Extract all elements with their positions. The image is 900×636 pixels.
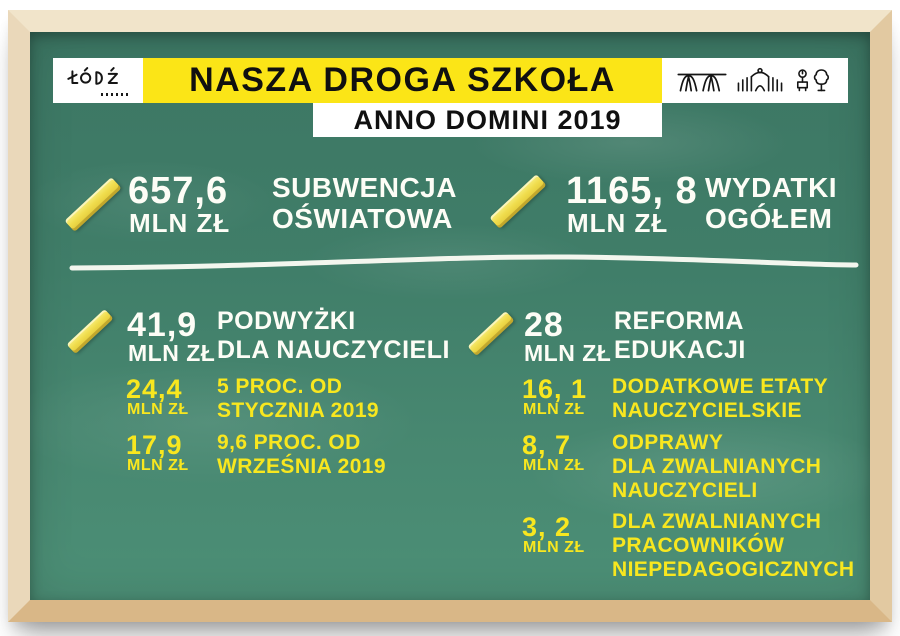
item-value: 8, 7 — [522, 430, 572, 460]
subtitle-band: ANNO DOMINI 2019 — [313, 103, 662, 137]
item-label-line: NIEPEDAGOGICZNYCH — [612, 558, 855, 581]
stat-label-line: SUBWENCJA — [272, 172, 457, 203]
item-value: 16, 1 — [522, 374, 588, 404]
lodz-logo-box — [53, 58, 143, 103]
item-unit: MLN ZŁ — [523, 457, 585, 474]
chalk-divider-line — [69, 254, 859, 271]
item-label-line: NAUCZYCIELI — [612, 479, 758, 502]
title-band: NASZA DROGA SZKOŁA — [143, 58, 662, 103]
item-label: 5 PROC. OD STYCZNIA 2019 — [217, 375, 379, 423]
item-label-line: PRACOWNIKÓW — [612, 534, 785, 557]
park-icon — [796, 68, 830, 91]
item-value: 24,4 — [126, 374, 183, 404]
item-value: 17,9 — [126, 430, 183, 460]
item-label-line: DLA ZWALNIANYCH — [612, 455, 822, 478]
section-value: 28 — [524, 306, 564, 344]
section-label-line: DLA NAUCZYCIELI — [217, 336, 450, 364]
section-unit: MLN ZŁ — [128, 340, 216, 366]
item-label-line: DODATKOWE ETATY — [612, 375, 828, 398]
section-label-line: PODWYŻKI — [217, 307, 356, 335]
item-label-line: 5 PROC. OD — [217, 375, 343, 398]
stat-label-line: WYDATKI — [705, 172, 838, 203]
item-unit: MLN ZŁ — [523, 401, 585, 418]
item-label-line: WRZEŚNIA 2019 — [217, 455, 386, 478]
section-label: REFORMA EDUKACJI — [614, 307, 746, 365]
section-unit: MLN ZŁ — [524, 340, 612, 366]
section-value: 41,9 — [127, 306, 198, 344]
item-label-line: 9,6 PROC. OD — [217, 431, 361, 454]
stat-unit: MLN ZŁ — [129, 208, 231, 238]
item-label-line: DLA ZWALNIANYCH — [612, 510, 822, 533]
lodz-logo — [67, 67, 118, 85]
item-unit: MLN ZŁ — [127, 457, 189, 474]
stat-label-line: OŚWIATOWA — [272, 203, 453, 234]
stat-label-line: OGÓŁEM — [705, 203, 833, 234]
item-label-line: NAUCZYCIELSKIE — [612, 399, 802, 422]
section-label-line: REFORMA — [614, 307, 744, 335]
section-label: PODWYŻKI DLA NAUCZYCIELI — [217, 307, 450, 365]
item-label: ODPRAWY DLA ZWALNIANYCH NAUCZYCIELI — [612, 431, 821, 503]
item-unit: MLN ZŁ — [127, 401, 189, 418]
item-unit: MLN ZŁ — [523, 539, 585, 556]
viaduct-icon — [677, 73, 727, 92]
item-label-line: STYCZNIA 2019 — [217, 399, 379, 422]
section-label-line: EDUKACJI — [614, 336, 746, 364]
stat-label: SUBWENCJA OŚWIATOWA — [272, 172, 457, 234]
item-value: 3, 2 — [522, 512, 572, 542]
stat-value: 657,6 — [128, 170, 229, 212]
item-label: DLA ZWALNIANYCH PRACOWNIKÓW NIEPEDAGOGIC… — [612, 510, 855, 582]
item-label-line: ODPRAWY — [612, 431, 724, 454]
lodz-logo-caption — [101, 93, 131, 96]
page-title: NASZA DROGA SZKOŁA — [189, 61, 616, 99]
item-label: DODATKOWE ETATY NAUCZYCIELSKIE — [612, 375, 828, 423]
stat-value: 1165, 8 — [566, 170, 698, 212]
gate-icon — [737, 67, 783, 91]
page-subtitle: ANNO DOMINI 2019 — [353, 104, 622, 135]
item-label: 9,6 PROC. OD WRZEŚNIA 2019 — [217, 431, 386, 479]
landmark-icons-box — [662, 58, 848, 103]
stat-label: WYDATKI OGÓŁEM — [705, 172, 837, 234]
stat-unit: MLN ZŁ — [567, 208, 669, 238]
